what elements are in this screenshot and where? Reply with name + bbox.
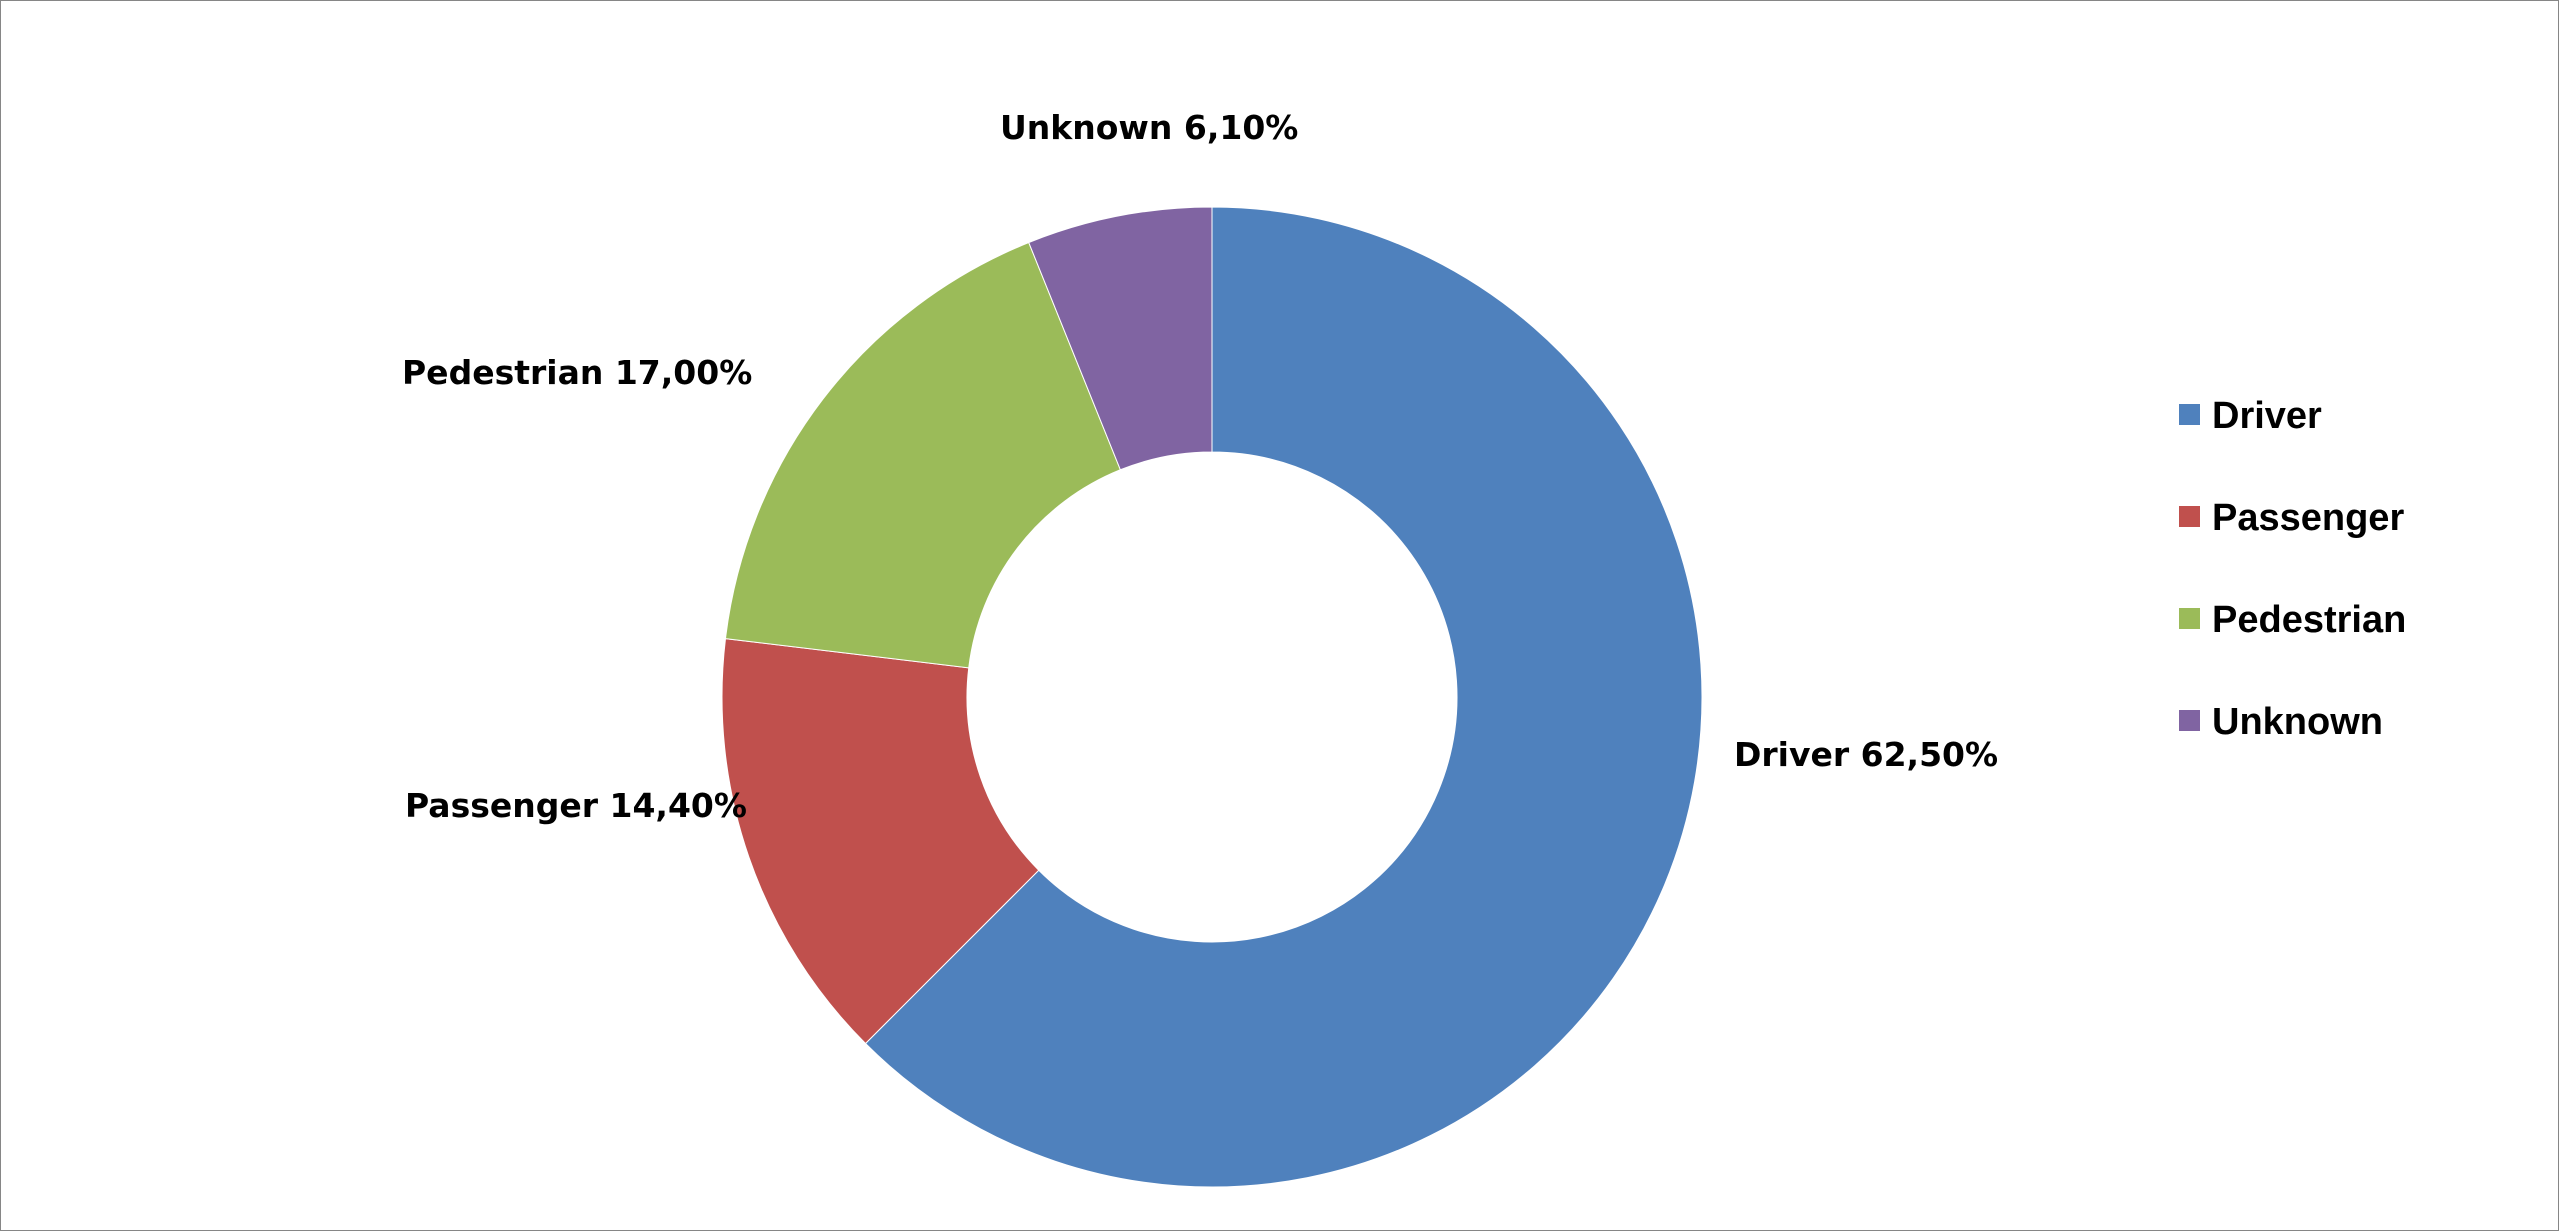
- data-label-pedestrian: Pedestrian 17,00%: [402, 353, 752, 392]
- legend-swatch-driver: [2179, 404, 2200, 425]
- legend-label-passenger: Passenger: [2212, 497, 2404, 539]
- slice-unknown: [1028, 206, 1213, 471]
- slice-passenger: [721, 638, 1040, 1045]
- legend-swatch-passenger: [2179, 506, 2200, 527]
- slice-pedestrian: [724, 241, 1122, 669]
- legend: Driver Passenger Pedestrian Unknown: [2179, 395, 2406, 743]
- data-label-passenger: Passenger 14,40%: [405, 786, 747, 825]
- legend-swatch-pedestrian: [2179, 608, 2200, 629]
- legend-label-unknown: Unknown: [2212, 701, 2383, 743]
- legend-swatch-unknown: [2179, 710, 2200, 731]
- data-label-unknown: Unknown 6,10%: [1000, 108, 1298, 147]
- legend-label-pedestrian: Pedestrian: [2212, 599, 2406, 641]
- data-label-driver: Driver 62,50%: [1734, 735, 1998, 774]
- legend-label-driver: Driver: [2212, 395, 2322, 437]
- slice-driver: [864, 206, 1703, 1188]
